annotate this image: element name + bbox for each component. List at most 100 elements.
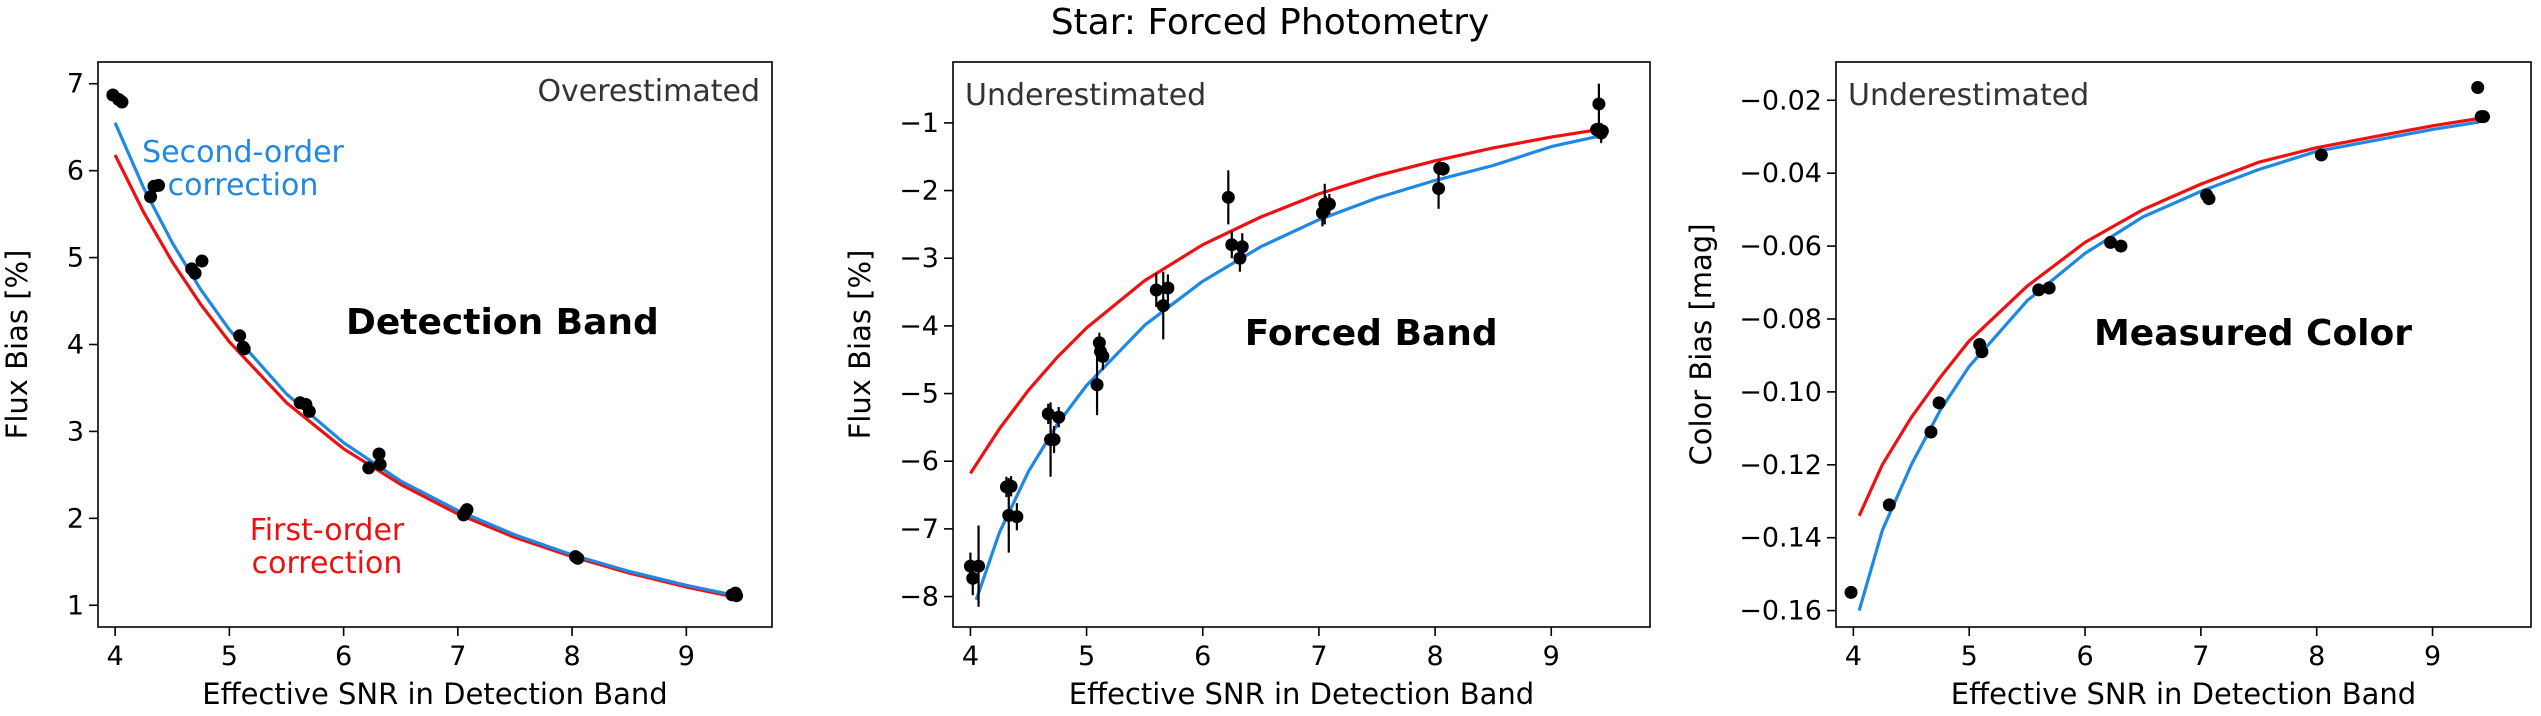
data-point: [237, 342, 251, 356]
data-point: [195, 254, 209, 268]
x-tick-label: 5: [221, 641, 238, 672]
first-order-label-line: correction: [252, 546, 403, 581]
second-order-label: Second-order correction: [142, 135, 344, 203]
band-label: Measured Color: [2094, 313, 2412, 354]
data-point: [373, 457, 387, 471]
y-tick-label: −0.10: [1739, 377, 1822, 408]
data-point: [1932, 396, 1946, 410]
data-point: [2032, 283, 2046, 297]
figure-title: Star: Forced Photometry: [1051, 2, 1490, 43]
y-tick-label: 4: [67, 330, 84, 361]
y-tick-label: −3: [899, 243, 939, 274]
data-point: [460, 503, 474, 517]
data-point: [730, 589, 744, 603]
data-point: [2202, 192, 2216, 206]
x-tick-label: 7: [449, 641, 466, 672]
y-tick-label: 5: [67, 243, 84, 274]
chart-panel-right: 4 5 6 7 8 9 −0.16 −0.14 −0.12 −0.10 −0.08 −0.06 −0.0…: [1684, 61, 2532, 711]
data-point: [152, 178, 166, 192]
data-point: [1096, 349, 1110, 363]
data-point: [2114, 239, 2128, 253]
x-tick-label: 4: [107, 641, 124, 672]
y-tick-label: −0.04: [1739, 158, 1822, 189]
plot-area: [106, 88, 744, 603]
data-point: [233, 329, 247, 343]
band-label: Detection Band: [346, 302, 659, 343]
y-tick-label: −0.14: [1739, 523, 1822, 554]
data-point: [1882, 498, 1896, 512]
data-point: [1149, 283, 1163, 297]
x-tick-label: 4: [962, 641, 979, 672]
second-order-label-line: Second-order: [142, 135, 344, 170]
data-point: [1844, 585, 1858, 599]
data-point: [1161, 281, 1175, 295]
y-tick-label: −0.16: [1739, 596, 1822, 627]
data-point: [1595, 124, 1609, 138]
y-tick-label: −2: [899, 176, 939, 207]
x-axis-label: Effective SNR in Detection Band: [202, 677, 667, 711]
data-point: [115, 95, 129, 109]
data-point: [1235, 240, 1249, 254]
data-point: [1010, 510, 1024, 524]
first-order-curve: [113, 154, 733, 599]
data-point: [1156, 299, 1170, 313]
data-point: [1004, 479, 1018, 493]
y-tick-label: −1: [899, 108, 939, 139]
y-axis-label: Flux Bias [%]: [843, 250, 877, 440]
data-point: [2042, 281, 2056, 295]
second-order-label-line: correction: [168, 168, 319, 203]
y-tick-label: −0.06: [1739, 231, 1822, 262]
corner-label: Underestimated: [965, 78, 1206, 113]
corner-label: Overestimated: [537, 74, 760, 109]
data-point: [1090, 378, 1104, 392]
x-tick-label: 5: [1078, 641, 1095, 672]
x-tick-label: 6: [2076, 641, 2093, 672]
plot-area: [963, 83, 1609, 607]
data-point: [1436, 162, 1450, 176]
data-point: [1233, 251, 1247, 265]
data-point: [1322, 197, 1336, 211]
y-tick-label: 1: [67, 590, 84, 621]
data-point: [144, 190, 158, 204]
y-tick-label: −7: [899, 514, 939, 545]
x-axis-label: Effective SNR in Detection Band: [1951, 677, 2416, 711]
x-tick-label: 9: [678, 641, 695, 672]
data-point: [2477, 110, 2491, 124]
second-order-curve: [1857, 120, 2480, 612]
data-point: [188, 266, 202, 280]
x-tick-label: 5: [1961, 641, 1978, 672]
x-tick-label: 7: [1310, 641, 1327, 672]
data-point: [972, 559, 986, 573]
chart-panel-left: 4 5 6 7 8 9 1 2 3 4 5 6 7 Effective SNR in Detection …: [0, 61, 773, 711]
y-tick-label: 7: [67, 69, 84, 100]
data-point: [966, 571, 980, 585]
data-point: [1432, 182, 1446, 196]
x-tick-label: 8: [1426, 641, 1443, 672]
x-tick-label: 9: [1543, 641, 1560, 672]
y-tick-label: −5: [899, 379, 939, 410]
second-order-curve: [974, 134, 1599, 601]
data-point: [571, 551, 585, 565]
x-tick-label: 8: [2308, 641, 2325, 672]
data-point: [2104, 235, 2118, 249]
y-tick-label: −0.12: [1739, 450, 1822, 481]
y-tick-label: 3: [67, 416, 84, 447]
data-point: [1975, 345, 1989, 359]
x-axis-label: Effective SNR in Detection Band: [1069, 677, 1534, 711]
data-point: [1924, 425, 1938, 439]
y-tick-label: −0.08: [1739, 304, 1822, 335]
y-axis-label: Color Bias [mag]: [1684, 223, 1718, 465]
data-point: [1592, 97, 1606, 111]
first-order-label: First-order correction: [250, 513, 405, 581]
data-point: [2314, 148, 2328, 162]
first-order-curve: [969, 128, 1598, 475]
plot-area: [1844, 81, 2491, 612]
axes-frame: [952, 61, 1651, 628]
y-axis-label: Flux Bias [%]: [0, 250, 34, 440]
axes-frame: [1835, 61, 2532, 628]
chart-panel-middle: 4 5 6 7 8 9 −8 −7 −6 −5 −4 −3 −2 −1 Effective SNR in D…: [843, 61, 1651, 711]
y-tick-label: −4: [899, 311, 939, 342]
data-point: [1047, 433, 1061, 447]
x-tick-label: 6: [1194, 641, 1211, 672]
